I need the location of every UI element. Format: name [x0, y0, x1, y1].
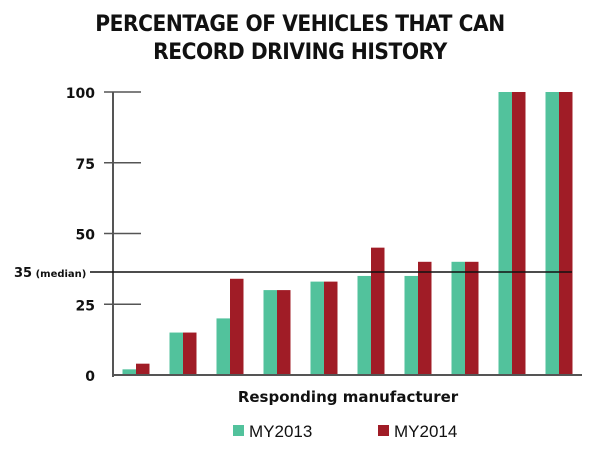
bar-my2014-9 [512, 92, 526, 375]
bar-my2014-6 [371, 247, 385, 375]
bar-my2013-3 [216, 318, 230, 375]
legend-swatch-my2013 [233, 425, 244, 436]
bar-my2014-1 [136, 363, 150, 375]
bar-my2013-2 [169, 332, 183, 375]
median-suffix: (median) [32, 269, 86, 280]
bar-my2013-7 [404, 275, 418, 375]
bar-my2013-10 [545, 92, 559, 375]
bar-my2013-4 [263, 290, 277, 375]
y-tick-label-50: 50 [76, 228, 96, 244]
y-tick-label-75: 75 [76, 157, 95, 173]
bar-my2014-5 [324, 281, 338, 375]
bar-my2014-10 [559, 92, 573, 375]
median-value: 35 [14, 266, 32, 281]
bar-my2013-5 [310, 281, 324, 375]
x-axis-label: Responding manufacturer [238, 388, 459, 406]
chart-title-line-1: PERCENTAGE OF VEHICLES THAT CAN [95, 12, 505, 37]
bar-my2013-6 [357, 275, 371, 375]
chart-title-line-2: RECORD DRIVING HISTORY [153, 40, 447, 65]
y-tick-label-0: 0 [85, 369, 95, 385]
bar-my2013-8 [451, 261, 465, 375]
y-tick-label-25: 25 [76, 298, 95, 314]
legend-label-my2013: MY2013 [249, 422, 312, 441]
legend-label-my2014: MY2014 [394, 422, 457, 441]
bar-my2014-4 [277, 290, 291, 375]
y-tick-label-100: 100 [66, 86, 95, 102]
legend-swatch-my2014 [378, 425, 389, 436]
bar-my2014-7 [418, 261, 432, 375]
bar-my2014-2 [183, 332, 197, 375]
bar-my2013-9 [498, 92, 512, 375]
median-label: 35 (median) [14, 266, 86, 281]
bar-my2014-8 [465, 261, 479, 375]
bar-my2014-3 [230, 278, 244, 375]
bar-my2013-1 [122, 369, 136, 375]
